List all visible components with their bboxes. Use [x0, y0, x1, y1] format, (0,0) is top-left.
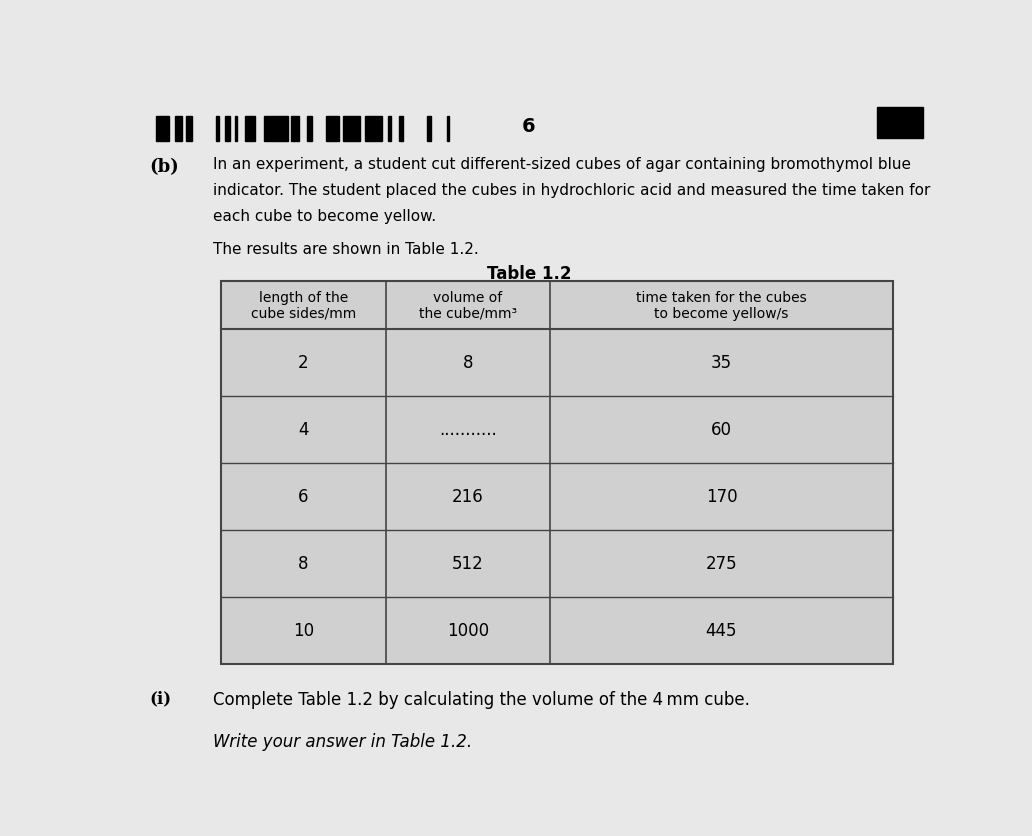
Text: (b): (b): [149, 158, 179, 176]
Bar: [175, 116, 182, 142]
Bar: [221, 281, 386, 329]
Text: length of the
cube sides/mm: length of the cube sides/mm: [251, 290, 356, 320]
Text: 6: 6: [298, 488, 309, 506]
Text: 512: 512: [452, 555, 484, 573]
Text: 275: 275: [706, 555, 737, 573]
Text: 1000: 1000: [447, 622, 489, 640]
Text: 60: 60: [711, 421, 732, 439]
Bar: [264, 116, 272, 142]
Text: 445: 445: [706, 622, 737, 640]
Bar: [234, 116, 237, 142]
Bar: [374, 116, 382, 142]
Text: In an experiment, a student cut different-sized cubes of agar containing bromoth: In an experiment, a student cut differen…: [213, 157, 911, 172]
Text: ...........: ...........: [439, 421, 496, 439]
Bar: [386, 281, 550, 329]
Text: 35: 35: [711, 354, 732, 372]
Text: 8: 8: [298, 555, 309, 573]
Text: Table 1.2: Table 1.2: [487, 265, 571, 283]
Text: time taken for the cubes
to become yellow/s: time taken for the cubes to become yello…: [636, 290, 807, 320]
Text: Write your answer in Table 1.2.: Write your answer in Table 1.2.: [213, 732, 472, 750]
Bar: [427, 116, 430, 142]
Bar: [245, 116, 252, 142]
Bar: [447, 116, 449, 142]
Text: 6: 6: [522, 116, 536, 135]
Bar: [186, 116, 192, 142]
Bar: [348, 116, 352, 142]
Bar: [399, 116, 402, 142]
Text: indicator. The student placed the cubes in hydrochloric acid and measured the ti: indicator. The student placed the cubes …: [213, 183, 931, 197]
Bar: [280, 116, 285, 142]
Bar: [272, 116, 276, 142]
Bar: [163, 116, 165, 142]
Bar: [550, 281, 893, 329]
Text: 10: 10: [293, 622, 314, 640]
Bar: [352, 116, 360, 142]
Bar: [326, 116, 332, 142]
Text: (i): (i): [149, 690, 171, 707]
Bar: [276, 116, 280, 142]
Bar: [308, 116, 312, 142]
Text: 2: 2: [298, 354, 309, 372]
Text: The results are shown in Table 1.2.: The results are shown in Table 1.2.: [213, 242, 479, 257]
Bar: [344, 116, 348, 142]
Text: 4: 4: [298, 421, 309, 439]
Bar: [165, 116, 169, 142]
Bar: [332, 116, 338, 142]
Bar: [372, 116, 374, 142]
Bar: [285, 116, 288, 142]
Bar: [156, 116, 163, 142]
Text: volume of
the cube/mm³: volume of the cube/mm³: [419, 290, 517, 320]
Text: 8: 8: [462, 354, 473, 372]
Bar: [291, 116, 299, 142]
Text: 170: 170: [706, 488, 737, 506]
Bar: [388, 116, 391, 142]
Bar: [216, 116, 219, 142]
Bar: [365, 116, 372, 142]
Text: 216: 216: [452, 488, 484, 506]
Text: Complete Table 1.2 by calculating the volume of the 4 mm cube.: Complete Table 1.2 by calculating the vo…: [213, 690, 750, 708]
Bar: [877, 108, 924, 139]
Bar: [225, 116, 230, 142]
Text: each cube to become yellow.: each cube to become yellow.: [213, 208, 437, 223]
Bar: [252, 116, 255, 142]
